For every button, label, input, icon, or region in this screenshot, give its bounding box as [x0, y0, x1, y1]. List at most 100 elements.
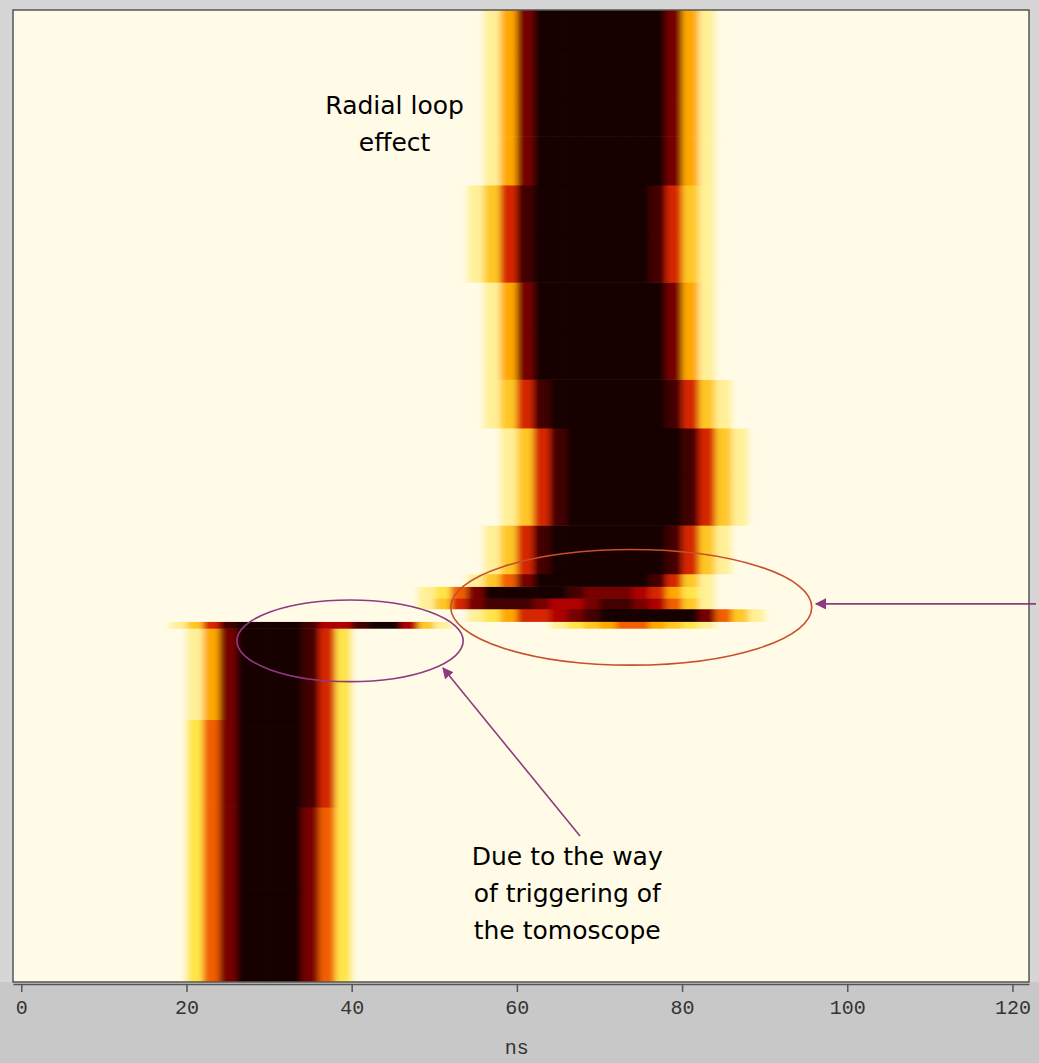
heat-cell — [633, 331, 650, 380]
heat-cell — [137, 428, 154, 477]
heat-cell — [137, 477, 154, 526]
heat-cell — [616, 185, 633, 234]
heat-cell — [566, 49, 583, 98]
heat-cell — [220, 621, 237, 628]
heat-cell — [633, 428, 650, 477]
heat-cell — [335, 331, 352, 380]
heat-cell — [484, 586, 501, 598]
heat-cell — [633, 10, 650, 49]
heat-cell — [451, 807, 468, 895]
heat-cell — [269, 331, 286, 380]
heat-cell — [748, 628, 765, 720]
heat-cell — [633, 574, 650, 587]
heat-cell — [566, 720, 583, 808]
heat-cell — [434, 234, 451, 283]
heat-cell — [566, 586, 583, 598]
heat-cell — [633, 49, 650, 98]
heat-cell — [153, 586, 170, 598]
heat-cell — [236, 628, 253, 720]
x-axis-title: ns — [505, 1037, 529, 1060]
heat-cell — [699, 586, 716, 598]
heat-cell — [286, 185, 303, 234]
heat-cell — [467, 598, 484, 609]
heat-cell — [633, 477, 650, 526]
heat-cell — [385, 621, 402, 628]
heat-cell — [286, 720, 303, 808]
heat-cell — [500, 598, 517, 609]
heat-cell — [368, 477, 385, 526]
heat-cell — [451, 185, 468, 234]
heat-cell — [566, 609, 583, 622]
heat-cell — [533, 136, 550, 185]
heat-cell — [583, 379, 600, 428]
heat-cell — [616, 621, 633, 628]
heat-cell — [533, 10, 550, 49]
heat-cell — [368, 586, 385, 598]
heat-cell — [286, 525, 303, 574]
heat-cell — [352, 895, 369, 982]
heat-cell — [335, 720, 352, 808]
heat-cell — [137, 331, 154, 380]
heat-cell — [170, 628, 187, 720]
heat-cell — [550, 609, 567, 622]
heat-cell — [319, 185, 336, 234]
heat-cell — [699, 10, 716, 49]
heat-cell — [682, 628, 699, 720]
heat-cell — [385, 428, 402, 477]
heat-cell — [566, 185, 583, 234]
heat-cell — [566, 477, 583, 526]
heat-cell — [533, 598, 550, 609]
heat-cell — [385, 586, 402, 598]
heat-cell — [385, 525, 402, 574]
heat-cell — [368, 598, 385, 609]
heat-cell — [533, 185, 550, 234]
heat-cell — [186, 477, 203, 526]
heat-cell — [682, 720, 699, 808]
heat-cell — [368, 628, 385, 720]
heat-cell — [335, 136, 352, 185]
heat-cell — [269, 379, 286, 428]
heat-cell — [368, 185, 385, 234]
heat-cell — [418, 525, 435, 574]
heat-cell — [220, 598, 237, 609]
heat-cell — [484, 720, 501, 808]
heat-cell — [170, 331, 187, 380]
heat-cell — [732, 331, 749, 380]
heat-cell — [153, 609, 170, 622]
heat-cell — [335, 621, 352, 628]
heat-cell — [137, 628, 154, 720]
heat-cell — [203, 379, 220, 428]
heat-cell — [500, 720, 517, 808]
heat-cell — [599, 598, 616, 609]
heat-cell — [137, 574, 154, 587]
heat-cell — [765, 136, 782, 185]
heat-cell — [319, 379, 336, 428]
heat-cell — [649, 586, 666, 598]
heat-cell — [517, 477, 534, 526]
heat-cell — [666, 97, 683, 136]
heat-cell — [352, 331, 369, 380]
heat-cell — [484, 525, 501, 574]
heat-cell — [302, 621, 319, 628]
plot-area — [137, 10, 782, 982]
heat-cell — [253, 586, 270, 598]
heat-cell — [484, 598, 501, 609]
heat-cell — [599, 97, 616, 136]
x-axis: 020406080100120 — [14, 984, 1031, 1020]
x-tick: 20 — [175, 984, 199, 1020]
heat-cell — [484, 49, 501, 98]
heat-cell — [583, 136, 600, 185]
heat-cell — [715, 331, 732, 380]
heat-cell — [385, 477, 402, 526]
heat-cell — [203, 720, 220, 808]
heat-cell — [401, 331, 418, 380]
heat-cell — [418, 598, 435, 609]
heat-cell — [203, 282, 220, 331]
heat-cell — [550, 477, 567, 526]
heat-cell — [500, 574, 517, 587]
heat-cell — [368, 331, 385, 380]
heat-cell — [236, 574, 253, 587]
heat-cell — [732, 428, 749, 477]
heat-cell — [467, 234, 484, 283]
heat-cell — [550, 720, 567, 808]
